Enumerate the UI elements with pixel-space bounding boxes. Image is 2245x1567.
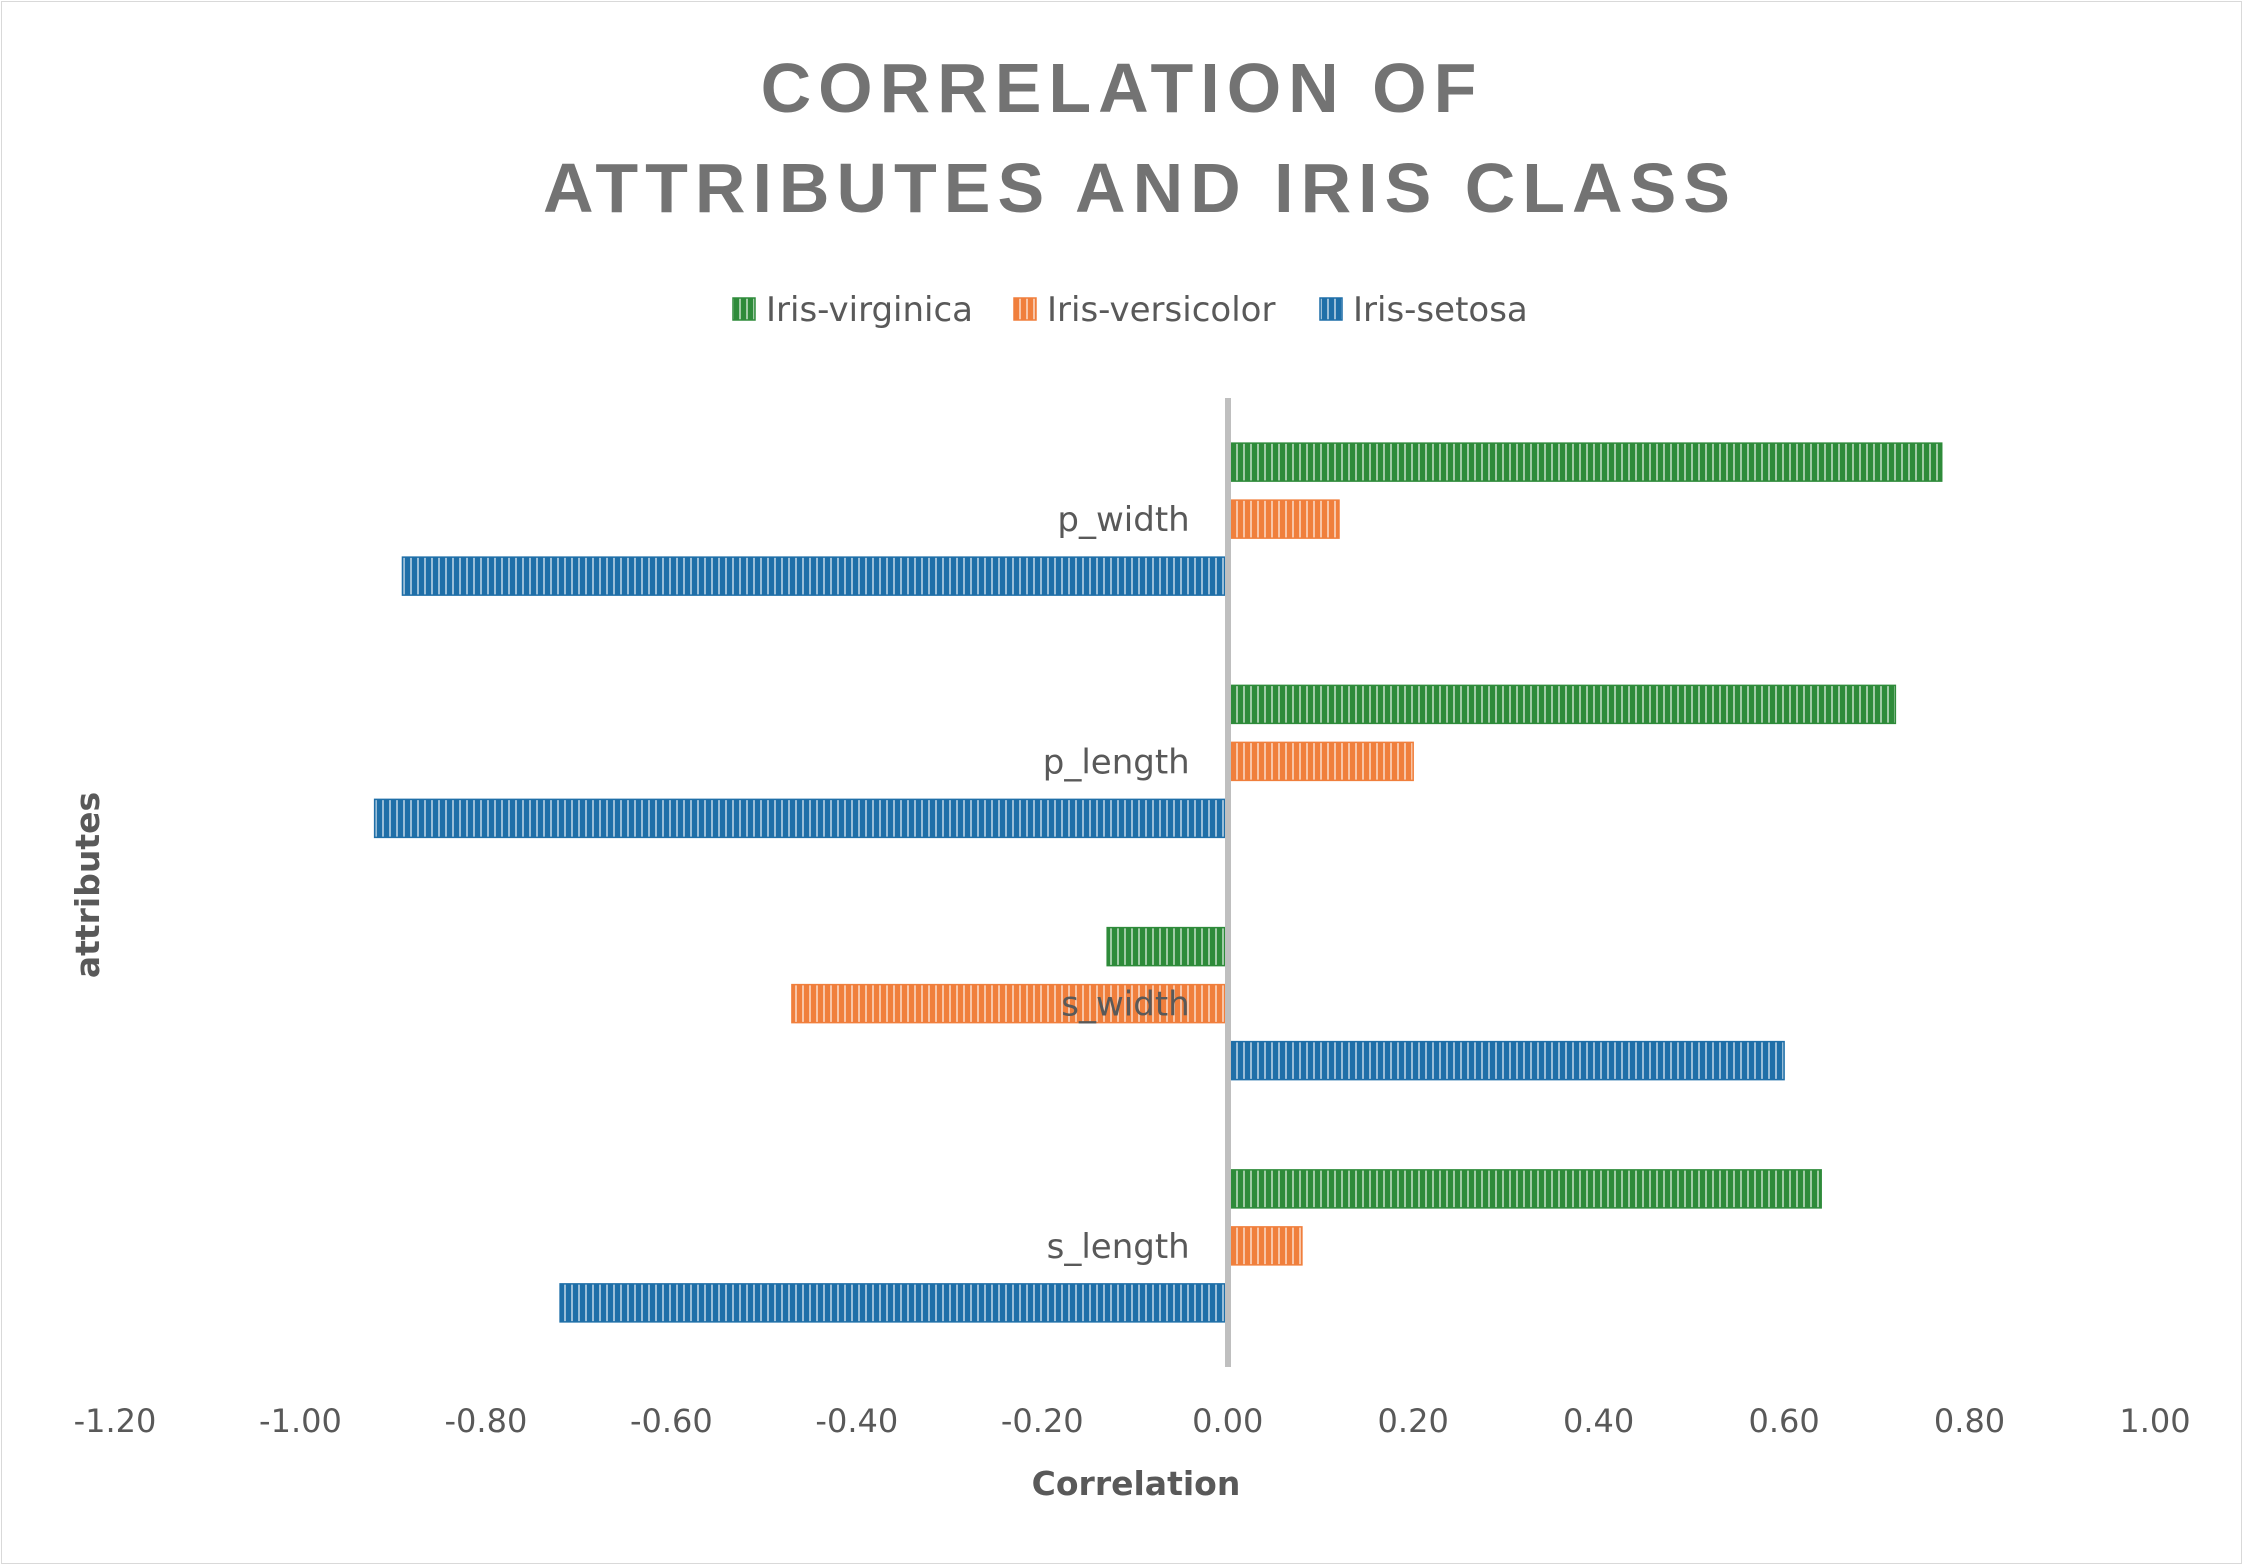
legend-item-iris-setosa: Iris-setosa [1319, 290, 1528, 330]
bars-group [373, 442, 1943, 1323]
category-label-p-length: p_length [1043, 742, 1190, 782]
x-tick-label: -0.80 [445, 1402, 528, 1440]
x-axis-tick-labels: -1.20 -1.00 -0.80 -0.60 -0.40 -0.20 0.00 0.20 0.… [74, 1402, 2191, 1440]
legend-swatch-iris-setosa [1319, 297, 1343, 321]
bar-iris-virginica-s-width [1106, 926, 1229, 967]
legend-item-iris-virginica: Iris-virginica [732, 290, 973, 330]
category-label-s-width: s_width [1061, 985, 1189, 1025]
bar-iris-versicolor-s-width [791, 983, 1229, 1024]
x-tick-label: 0.80 [1934, 1402, 2005, 1440]
category-label-s-length: s_length [1047, 1227, 1190, 1267]
bar-iris-virginica-p-width [1226, 442, 1943, 482]
bar-iris-virginica-p-length [1226, 684, 1897, 725]
legend-swatch-iris-versicolor [1013, 297, 1037, 321]
x-tick-label: 0.00 [1192, 1402, 1263, 1440]
bar-iris-versicolor-p-width [1226, 499, 1340, 539]
x-tick-label: -0.60 [630, 1402, 713, 1440]
category-labels: s_length s_width p_length p_width [1043, 500, 1190, 1267]
x-tick-label: 1.00 [2119, 1402, 2190, 1440]
chart-title-line-2: ATTRIBUTES AND IRIS CLASS [543, 149, 1737, 227]
bar-iris-setosa-p-length [373, 798, 1229, 839]
bar-iris-versicolor-s-length [1226, 1226, 1303, 1266]
bar-iris-setosa-s-width [1226, 1040, 1785, 1081]
category-label-p-width: p_width [1057, 500, 1189, 540]
bar-iris-setosa-p-width [401, 556, 1229, 596]
x-tick-label: 0.20 [1378, 1402, 1449, 1440]
x-axis-title: Correlation [1032, 1464, 1241, 1503]
x-tick-label: -0.20 [1001, 1402, 1084, 1440]
bar-iris-virginica-s-length [1226, 1169, 1822, 1209]
legend-swatch-iris-virginica [732, 297, 756, 321]
legend-label-iris-setosa: Iris-setosa [1353, 290, 1528, 330]
legend-label-iris-versicolor: Iris-versicolor [1047, 290, 1275, 330]
x-tick-label: -0.40 [815, 1402, 898, 1440]
bar-iris-setosa-s-length [559, 1283, 1229, 1323]
x-tick-label: -1.00 [259, 1402, 342, 1440]
legend-label-iris-virginica: Iris-virginica [766, 290, 973, 330]
x-tick-label: -1.20 [74, 1402, 157, 1440]
chart-title: CORRELATION OF ATTRIBUTES AND IRIS CLASS [543, 49, 1737, 227]
y-axis-title: attributes [68, 792, 107, 978]
bar-iris-versicolor-p-length [1226, 741, 1414, 782]
legend-item-iris-versicolor: Iris-versicolor [1013, 290, 1275, 330]
legend: Iris-virginica Iris-versicolor Iris-setosa [732, 290, 1528, 330]
x-tick-label: 0.60 [1748, 1402, 1819, 1440]
chart-title-line-1: CORRELATION OF [761, 49, 1484, 127]
x-tick-label: 0.40 [1563, 1402, 1634, 1440]
